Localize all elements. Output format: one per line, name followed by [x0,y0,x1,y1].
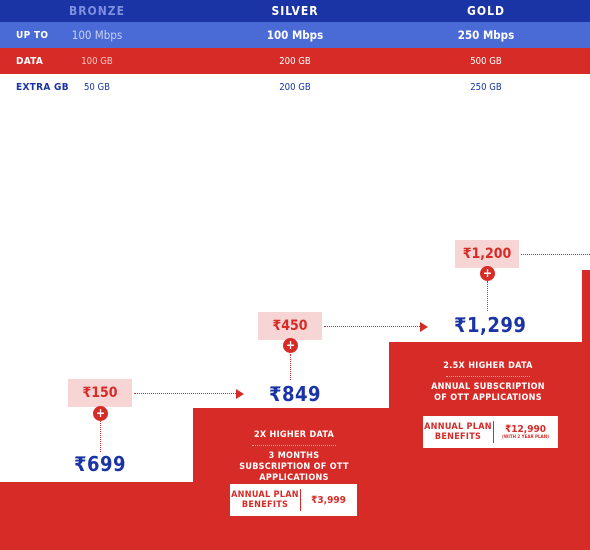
divider [300,489,301,511]
annual-plan-label: ANNUAL PLAN BENEFITS [231,490,299,510]
data-silver: 200 GB [279,55,311,67]
connector-silver [324,326,420,327]
annual-plan-price: ₹3,999 [311,494,346,506]
price-bronze: ₹699 [74,452,127,476]
annual-plan-price-box: ₹12,990 (WITH 2 YEAR PLAN) [494,424,557,441]
row-label-data: DATA [16,55,44,67]
benefit-gold-1: 2.5X HIGHER DATA [443,361,533,371]
connector-gold [521,254,590,255]
speed-silver: 100 Mbps [266,28,324,42]
speed-bronze: 100 Mbps [71,28,123,42]
price-gold: ₹1,299 [454,313,527,337]
divider [446,376,530,377]
extra-bronze: 50 GB [83,81,111,93]
table-row-speed: UP TO 100 Mbps 100 Mbps 250 Mbps [0,22,590,48]
benefit-silver-2: 3 MONTHS SUBSCRIPTION OF OTT APPLICATION… [239,451,349,483]
annual-plan-gold: ANNUAL PLAN BENEFITS ₹12,990 (WITH 2 YEA… [423,416,558,448]
arrow-bronze [236,389,244,399]
addon-bronze: ₹150 [68,379,132,407]
plus-icon: + [93,406,108,421]
table-row-data: DATA 100 GB 200 GB 500 GB [0,48,590,74]
divider [493,421,494,443]
speed-gold: 250 Mbps [457,28,515,42]
connector-gold-down [487,281,488,311]
connector-bronze-down [100,420,101,452]
arrow-silver [420,322,428,332]
annual-plan-price: ₹12,990 [505,423,546,435]
price-silver: ₹849 [269,382,322,406]
benefit-silver-1: 2X HIGHER DATA [253,430,335,440]
row-label-speed: UP TO [16,29,49,41]
header-gold: GOLD [467,4,505,18]
plus-icon: + [283,338,298,353]
plus-icon: + [480,266,495,281]
benefit-gold-2: ANNUAL SUBSCRIPTION OF OTT APPLICATIONS [431,382,545,403]
step-top [582,270,590,550]
header-silver: SILVER [271,4,319,18]
addon-silver: ₹450 [258,312,322,340]
extra-silver: 200 GB [279,81,311,93]
table-header-row: BRONZE SILVER GOLD [0,0,590,22]
header-bronze: BRONZE [69,4,125,18]
addon-gold: ₹1,200 [455,240,519,268]
row-label-extra: EXTRA GB [16,81,69,93]
annual-plan-silver: ANNUAL PLAN BENEFITS ₹3,999 [230,484,357,516]
divider [252,445,336,446]
data-bronze: 100 GB [81,55,113,67]
extra-gold: 250 GB [470,81,502,93]
annual-plan-label: ANNUAL PLAN BENEFITS [424,422,492,442]
connector-silver-down [290,354,291,380]
annual-plan-note: (WITH 2 YEAR PLAN) [502,434,549,440]
connector-bronze [134,393,236,394]
table-row-extra: EXTRA GB 50 GB 200 GB 250 GB [0,74,590,100]
data-gold: 500 GB [470,55,502,67]
